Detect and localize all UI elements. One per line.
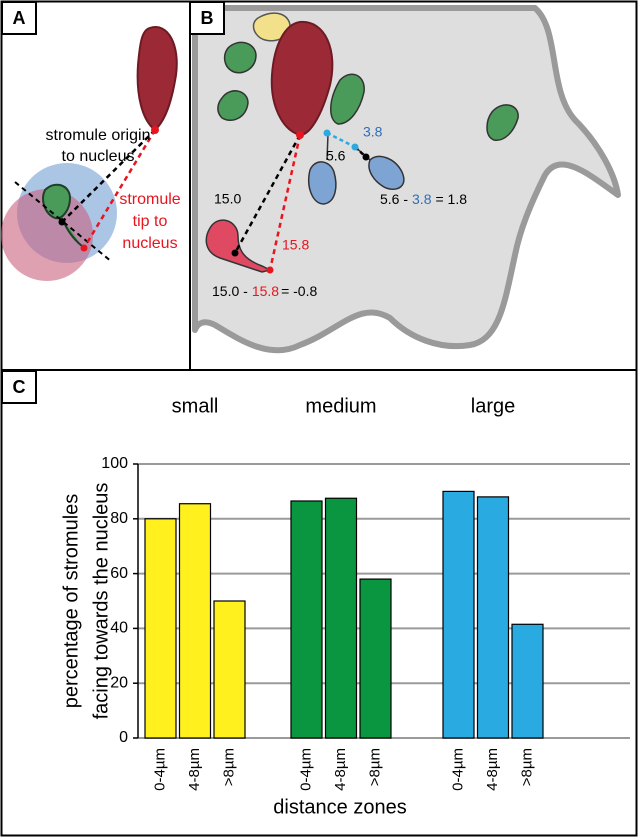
equation-part: 15.0 - bbox=[212, 283, 248, 299]
distance-label: 15.0 bbox=[214, 191, 241, 207]
panel-b: 3.8 5.6 15.0 15.8 5.6 -3.8 = 1.8 15.0 -15… bbox=[189, 1, 621, 354]
x-tick-label: >8µm bbox=[518, 748, 535, 786]
equation: 15.0 -15.8 = -0.8 bbox=[212, 283, 317, 299]
tip-distance bbox=[326, 131, 356, 149]
equation-part: = 1.8 bbox=[435, 191, 467, 207]
point bbox=[58, 218, 66, 226]
point bbox=[362, 153, 370, 161]
axis-line bbox=[14, 181, 113, 263]
x-tick-label: 0-4µm bbox=[151, 748, 168, 791]
group-label: small bbox=[172, 395, 219, 417]
equation-part: 3.8 bbox=[412, 191, 432, 207]
plastid bbox=[308, 133, 337, 205]
equation-part: 15.8 bbox=[252, 283, 279, 299]
plastid bbox=[223, 41, 257, 74]
y-axis-label: facing towards the nucleus bbox=[90, 483, 112, 720]
y-tick-label: 80 bbox=[110, 510, 128, 527]
panel-label-box bbox=[189, 1, 225, 35]
y-tick-label: 0 bbox=[119, 729, 128, 746]
plastid bbox=[486, 104, 519, 141]
x-tick-label: >8µm bbox=[220, 748, 237, 786]
panel-a: stromule origin to nucleus stromule tip … bbox=[1, 1, 181, 281]
x-tick-label: 0-4µm bbox=[449, 748, 466, 791]
plastid bbox=[330, 73, 365, 125]
bar-chart: 0 20 40 60 80 100 percentage of stromules facin… bbox=[60, 395, 630, 818]
y-tick-label: 100 bbox=[101, 455, 128, 472]
bar bbox=[442, 490, 475, 739]
bar bbox=[213, 600, 246, 739]
annotation: to nucleus bbox=[62, 148, 135, 165]
x-tick-label: 4-8µm bbox=[484, 748, 501, 791]
y-tick-label: 60 bbox=[110, 565, 128, 582]
point bbox=[351, 143, 359, 151]
y-tick-label: 40 bbox=[110, 620, 128, 637]
pink-zone bbox=[1, 189, 93, 281]
origin-distance bbox=[233, 134, 302, 254]
panel-label-box bbox=[1, 370, 37, 404]
distance-label: 3.8 bbox=[363, 124, 383, 140]
plastid bbox=[252, 12, 291, 42]
annotation: stromule bbox=[119, 191, 180, 208]
y-tick-label: 20 bbox=[110, 674, 128, 691]
equation: 5.6 -3.8 = 1.8 bbox=[380, 191, 467, 207]
bar bbox=[476, 496, 510, 739]
x-tick-label: 4-8µm bbox=[186, 748, 203, 791]
cell bbox=[192, 5, 621, 354]
x-tick-label: 4-8µm bbox=[332, 748, 349, 791]
point bbox=[296, 131, 304, 139]
y-axis-label: percentage of stromules bbox=[60, 494, 82, 709]
nucleus bbox=[136, 26, 178, 132]
equation-part: = -0.8 bbox=[281, 283, 317, 299]
distance-label: 15.8 bbox=[282, 237, 309, 253]
panel-label: C bbox=[13, 377, 26, 397]
point bbox=[80, 244, 88, 252]
bar bbox=[178, 503, 212, 739]
panel-label: A bbox=[13, 8, 26, 28]
distance-label: 5.6 bbox=[326, 148, 346, 164]
panel-label-box bbox=[1, 1, 37, 35]
bar bbox=[359, 578, 392, 739]
group-label: large bbox=[471, 395, 515, 417]
annotation: tip to bbox=[133, 213, 168, 230]
plastid bbox=[217, 90, 249, 122]
panel-label: B bbox=[201, 8, 214, 28]
bar bbox=[324, 497, 358, 739]
equation-part: 5.6 - bbox=[380, 191, 408, 207]
bar bbox=[511, 623, 544, 739]
annotation: stromule origin bbox=[46, 127, 151, 144]
point bbox=[266, 266, 274, 274]
point bbox=[231, 249, 239, 257]
x-tick-label: >8µm bbox=[366, 748, 383, 786]
point bbox=[151, 126, 159, 134]
x-axis-label: distance zones bbox=[273, 796, 406, 818]
bar bbox=[290, 500, 323, 739]
bar bbox=[144, 518, 177, 739]
tip-distance bbox=[82, 129, 157, 249]
origin-distance bbox=[61, 129, 156, 223]
x-tick-label: 0-4µm bbox=[297, 748, 314, 791]
annotation: nucleus bbox=[122, 235, 177, 252]
point bbox=[323, 129, 331, 137]
group-label: medium bbox=[305, 395, 376, 417]
